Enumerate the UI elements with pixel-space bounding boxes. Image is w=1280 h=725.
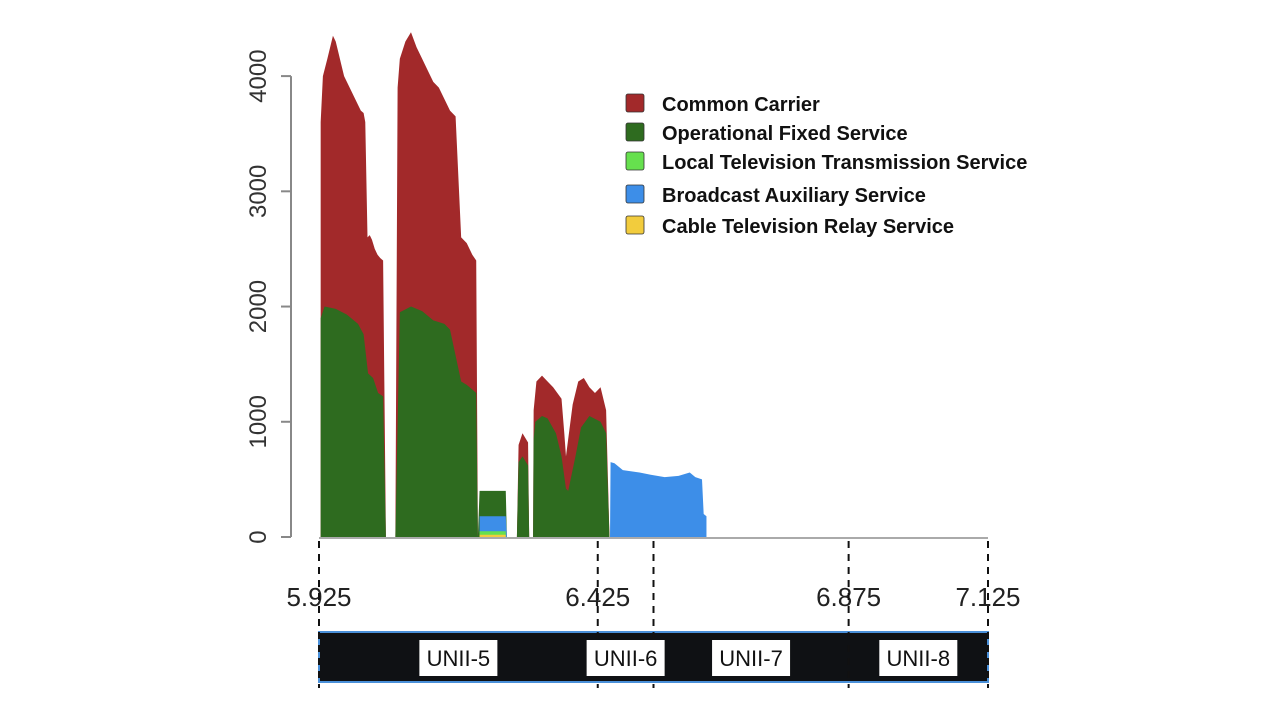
band-label-box: [419, 640, 498, 676]
y-tick-label: 2000: [245, 280, 272, 333]
series-area-common-carrier: [320, 32, 610, 538]
legend-swatch: [625, 122, 645, 142]
y-tick-label: 0: [245, 530, 272, 543]
y-tick-label: 1000: [245, 395, 272, 448]
series-area-cable-television-relay-service: [479, 534, 506, 537]
legend-label: Local Television Transmission Service: [662, 152, 1027, 174]
band-label-box: [712, 640, 791, 676]
band-label-box: [879, 640, 958, 676]
legend-label: Broadcast Auxiliary Service: [662, 185, 926, 207]
bands-layer: UNII-5 UNII-6 UNII-7 UNII-8: [318, 541, 989, 688]
legend-swatch: [625, 151, 645, 171]
legend-label: Cable Television Relay Service: [662, 216, 954, 238]
series-area-operational-fixed-service: [320, 306, 610, 537]
y-tick-label: 3000: [245, 165, 272, 218]
legend-swatch: [625, 93, 645, 113]
legend: Common Carrier Operational Fixed Service L…: [625, 93, 1027, 238]
series-area-broadcast-auxiliary-service: [479, 462, 707, 537]
legend-swatch: [625, 184, 645, 204]
legend-swatch: [625, 215, 645, 235]
band-label: UNII-7: [719, 646, 783, 671]
band-label: UNII-6: [594, 646, 658, 671]
series-layer: [320, 32, 707, 538]
y-tick-label: 4000: [245, 49, 272, 102]
band-label: UNII-5: [427, 646, 491, 671]
band-label-box: [586, 640, 665, 676]
band-label: UNII-8: [887, 646, 951, 671]
legend-label: Operational Fixed Service: [662, 123, 908, 145]
legend-label: Common Carrier: [662, 94, 820, 116]
